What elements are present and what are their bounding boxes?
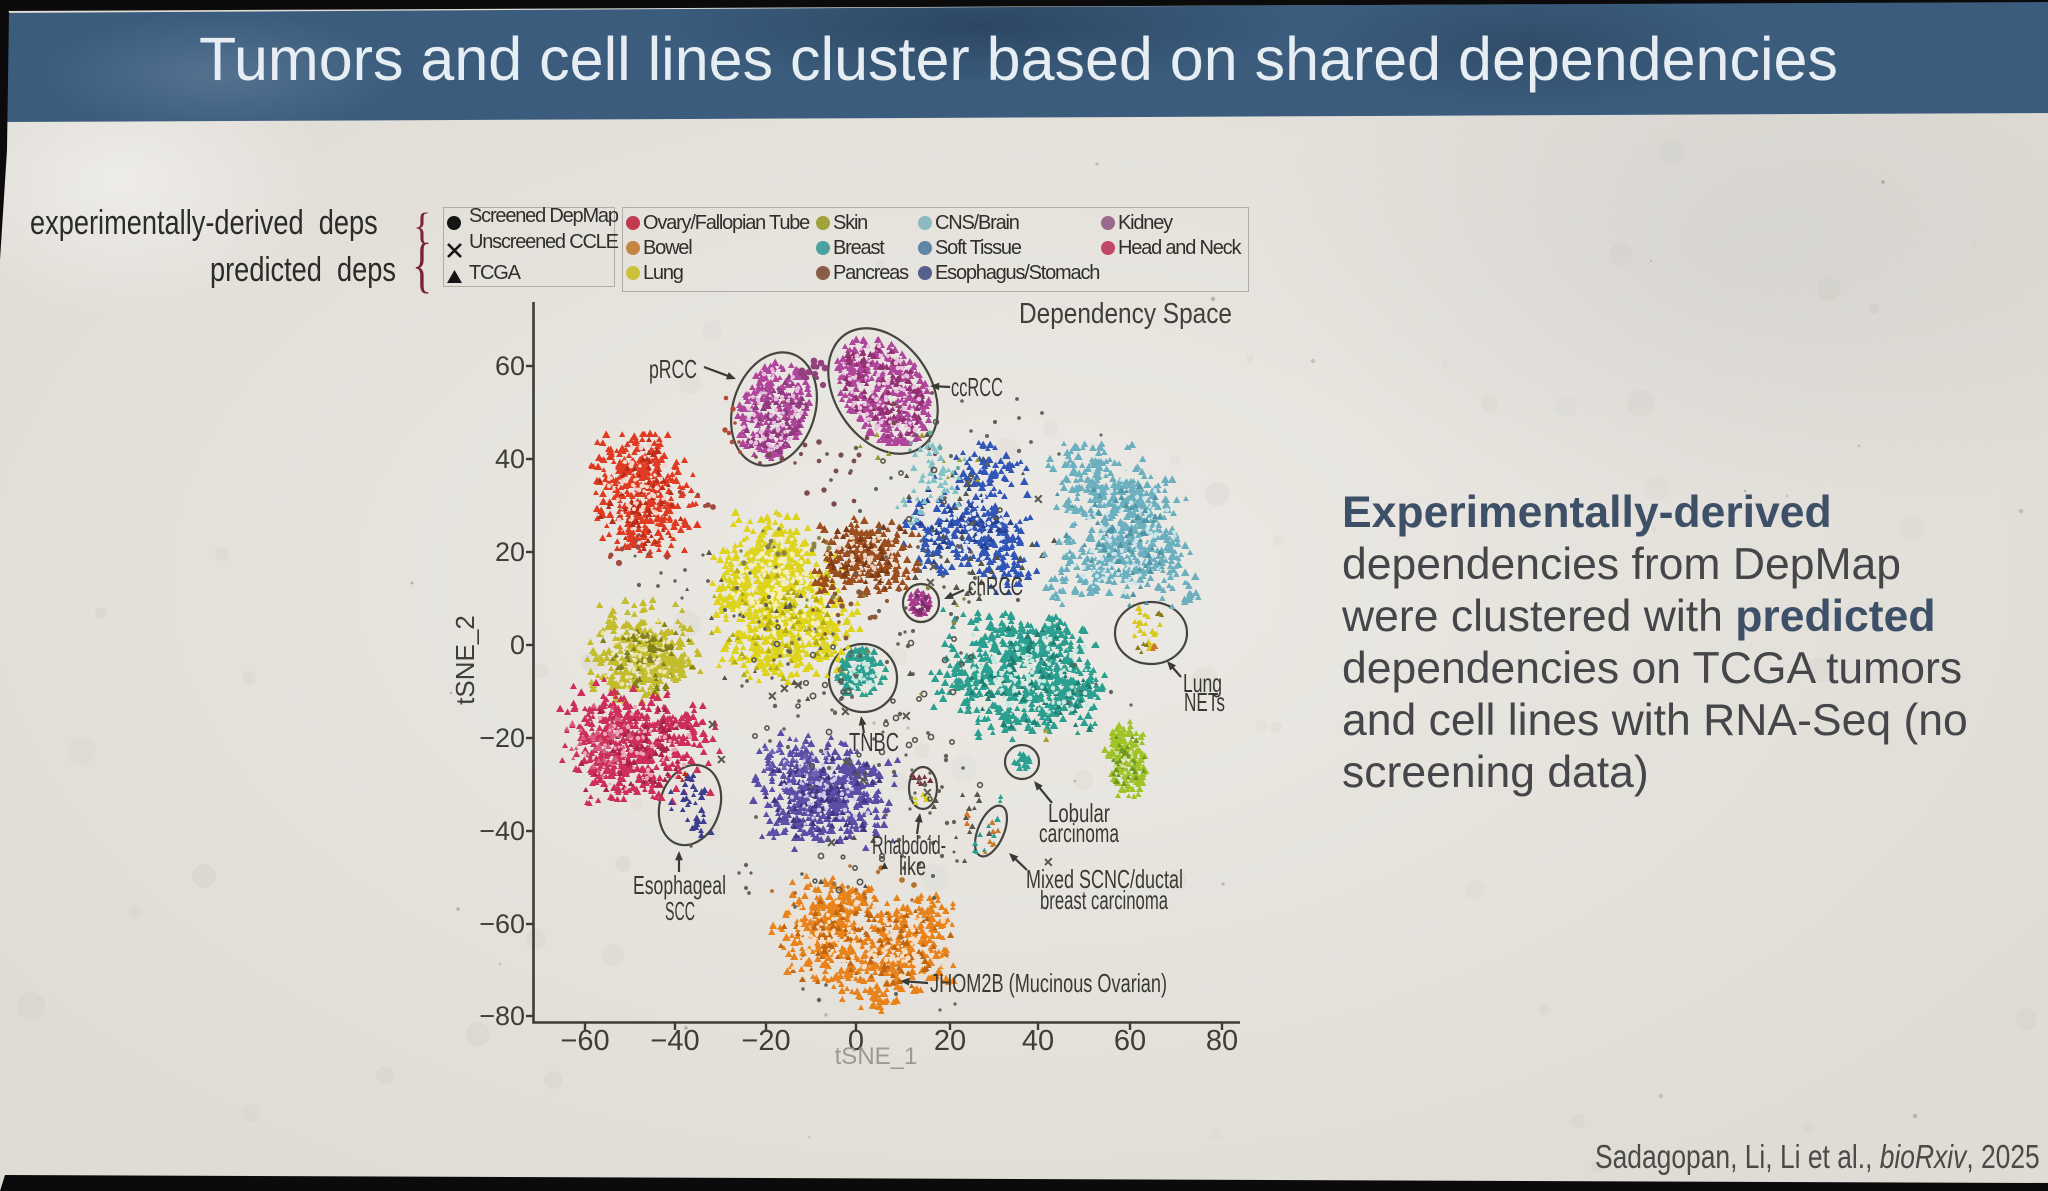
svg-text:−20: −20 <box>741 1025 790 1057</box>
svg-text:JHOM2B (Mucinous Ovarian): JHOM2B (Mucinous Ovarian) <box>930 968 1167 998</box>
svg-text:−60: −60 <box>479 909 525 939</box>
svg-text:−60: −60 <box>560 1025 609 1057</box>
svg-text:tSNE_2: tSNE_2 <box>450 615 480 705</box>
svg-text:pRCC: pRCC <box>649 354 697 384</box>
svg-text:0: 0 <box>848 1025 864 1057</box>
svg-text:20: 20 <box>934 1025 966 1057</box>
svg-text:carcinoma: carcinoma <box>1039 818 1119 848</box>
svg-text:Lobular: Lobular <box>1048 798 1110 828</box>
svg-text:ccRCC: ccRCC <box>951 372 1003 402</box>
svg-text:−80: −80 <box>479 1001 525 1031</box>
svg-text:−20: −20 <box>479 723 525 753</box>
svg-text:20: 20 <box>495 537 525 567</box>
svg-text:chRCC: chRCC <box>968 571 1023 601</box>
svg-text:60: 60 <box>495 351 525 381</box>
svg-text:Esophageal: Esophageal <box>633 870 726 900</box>
svg-text:Mixed SCNC/ductal: Mixed SCNC/ductal <box>1026 864 1183 894</box>
svg-text:breast carcinoma: breast carcinoma <box>1040 885 1168 915</box>
svg-text:Lung: Lung <box>1183 668 1222 698</box>
svg-text:Rhabdoid-: Rhabdoid- <box>872 830 946 860</box>
svg-text:−40: −40 <box>479 816 525 846</box>
svg-text:40: 40 <box>1022 1025 1054 1057</box>
svg-text:40: 40 <box>495 444 525 474</box>
svg-text:tSNE_1: tSNE_1 <box>835 1043 918 1070</box>
svg-text:60: 60 <box>1114 1025 1146 1057</box>
svg-text:SCC: SCC <box>665 896 695 926</box>
svg-text:Dependency Space: Dependency Space <box>1019 298 1232 330</box>
svg-text:0: 0 <box>510 630 525 660</box>
svg-text:TNBC: TNBC <box>849 727 899 757</box>
svg-text:80: 80 <box>1206 1025 1238 1057</box>
svg-text:NETs: NETs <box>1184 687 1225 717</box>
svg-text:−40: −40 <box>650 1025 699 1057</box>
svg-text:like: like <box>899 851 926 881</box>
